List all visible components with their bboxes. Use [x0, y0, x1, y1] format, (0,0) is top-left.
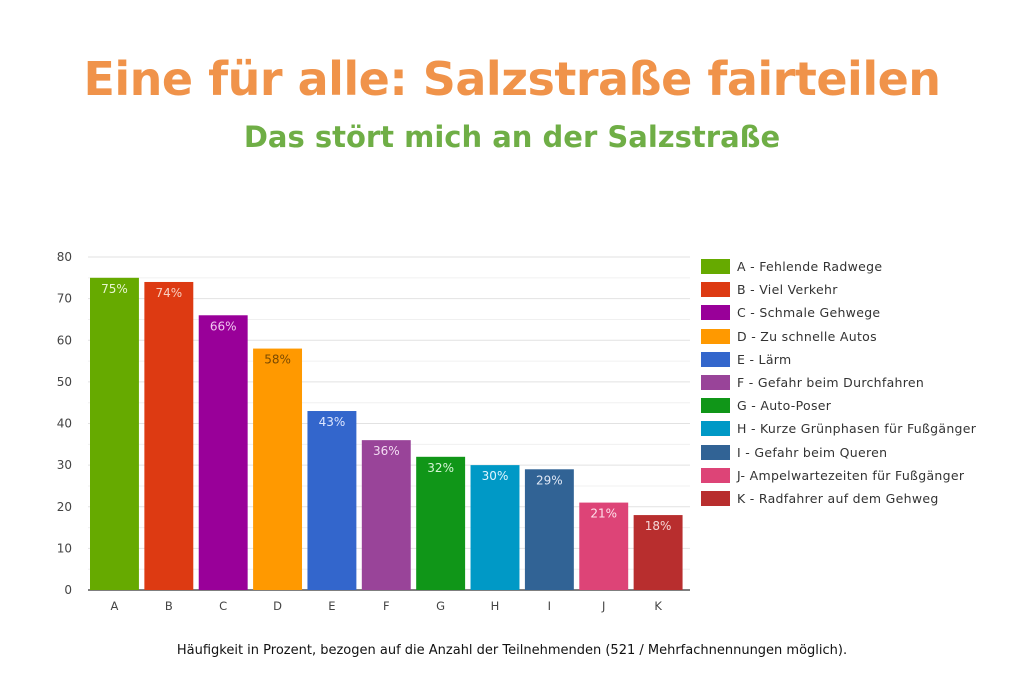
page-subtitle: Das stört mich an der Salzstraße [243, 120, 781, 154]
y-tick-label: 80 [57, 250, 72, 264]
x-tick-label: I [548, 599, 551, 613]
bar-I [524, 469, 574, 590]
legend-swatch [701, 467, 730, 483]
legend-item: H - Kurze Grünphasen für Fußgänger [701, 417, 976, 440]
legend-item: I - Gefahr beim Queren [701, 441, 976, 464]
y-tick-label: 50 [57, 375, 72, 389]
bar-B [144, 281, 194, 590]
data-label: 74% [155, 286, 182, 300]
y-tick-label: 0 [64, 583, 72, 597]
x-tick-label: H [491, 599, 500, 613]
bar-G [416, 456, 466, 590]
x-tick-label: J [601, 599, 605, 613]
legend-swatch [701, 259, 730, 275]
bar-K [633, 515, 683, 590]
page-title: Eine für alle: Salzstraße fairteilen [83, 52, 941, 106]
legend-label: A - Fehlende Radwege [737, 259, 883, 275]
bar-E [307, 411, 357, 590]
legend-label: C - Schmale Gehwege [737, 305, 881, 321]
data-label: 18% [645, 519, 672, 533]
x-tick-label: D [273, 599, 282, 613]
data-label: 29% [536, 473, 563, 487]
x-tick-label: E [328, 599, 335, 613]
x-tick-label: K [654, 599, 662, 613]
bar-H [470, 465, 520, 590]
legend-swatch [701, 351, 730, 367]
y-tick-label: 30 [57, 458, 72, 472]
legend-item: F - Gefahr beim Durchfahren [701, 371, 976, 394]
legend-item: E - Lärm [701, 348, 976, 371]
bar-C [198, 315, 248, 590]
legend-label: G - Auto-Poser [737, 398, 832, 414]
legend-item: A - Fehlende Radwege [701, 255, 976, 278]
legend-swatch [701, 282, 730, 298]
data-label: 58% [264, 353, 291, 367]
legend-item: J- Ampelwartezeiten für Fußgänger [701, 464, 976, 487]
data-label: 21% [590, 507, 617, 521]
legend-label: E - Lärm [737, 351, 792, 367]
legend-item: K - Radfahrer auf dem Gehweg [701, 487, 976, 510]
y-tick-label: 70 [57, 292, 72, 306]
data-label: 36% [373, 444, 400, 458]
legend-item: C - Schmale Gehwege [701, 301, 976, 324]
x-tick-label: F [383, 599, 390, 613]
legend-label: B - Viel Verkehr [737, 282, 838, 298]
y-tick-label: 60 [57, 333, 72, 347]
legend-swatch [701, 490, 730, 506]
y-tick-label: 20 [57, 500, 72, 514]
legend-label: I - Gefahr beim Queren [737, 444, 888, 460]
legend-label: D - Zu schnelle Autos [737, 328, 877, 344]
legend-item: G - Auto-Poser [701, 394, 976, 417]
data-label: 30% [482, 469, 509, 483]
bar-J [579, 502, 629, 590]
bar-A [90, 277, 139, 590]
x-tick-label: B [165, 599, 173, 613]
legend-label: H - Kurze Grünphasen für Fußgänger [737, 421, 977, 437]
chart-legend: A - Fehlende Radwege B - Viel Verkehr C - … [701, 255, 976, 510]
bar-D [253, 348, 303, 590]
data-label: 43% [319, 415, 346, 429]
x-tick-label: C [219, 599, 227, 613]
legend-swatch [701, 328, 730, 344]
chart-caption: Häufigkeit in Prozent, bezogen auf die A… [176, 643, 848, 658]
legend-label: F - Gefahr beim Durchfahren [737, 375, 925, 391]
legend-item: D - Zu schnelle Autos [701, 325, 976, 348]
bar-F [361, 440, 411, 590]
legend-swatch [701, 444, 730, 460]
legend-label: J- Ampelwartezeiten für Fußgänger [737, 467, 965, 483]
data-label: 32% [427, 461, 454, 475]
legend-swatch [701, 305, 730, 321]
data-label: 75% [101, 282, 128, 296]
data-label: 66% [210, 319, 237, 333]
legend-swatch [701, 421, 730, 437]
legend-item: B - Viel Verkehr [701, 278, 976, 301]
x-tick-label: A [111, 599, 119, 613]
legend-label: K - Radfahrer auf dem Gehweg [737, 490, 939, 506]
x-tick-label: G [436, 599, 445, 613]
y-tick-label: 10 [57, 541, 72, 555]
y-tick-label: 40 [57, 417, 72, 431]
legend-swatch [701, 375, 730, 391]
legend-swatch [701, 398, 730, 414]
